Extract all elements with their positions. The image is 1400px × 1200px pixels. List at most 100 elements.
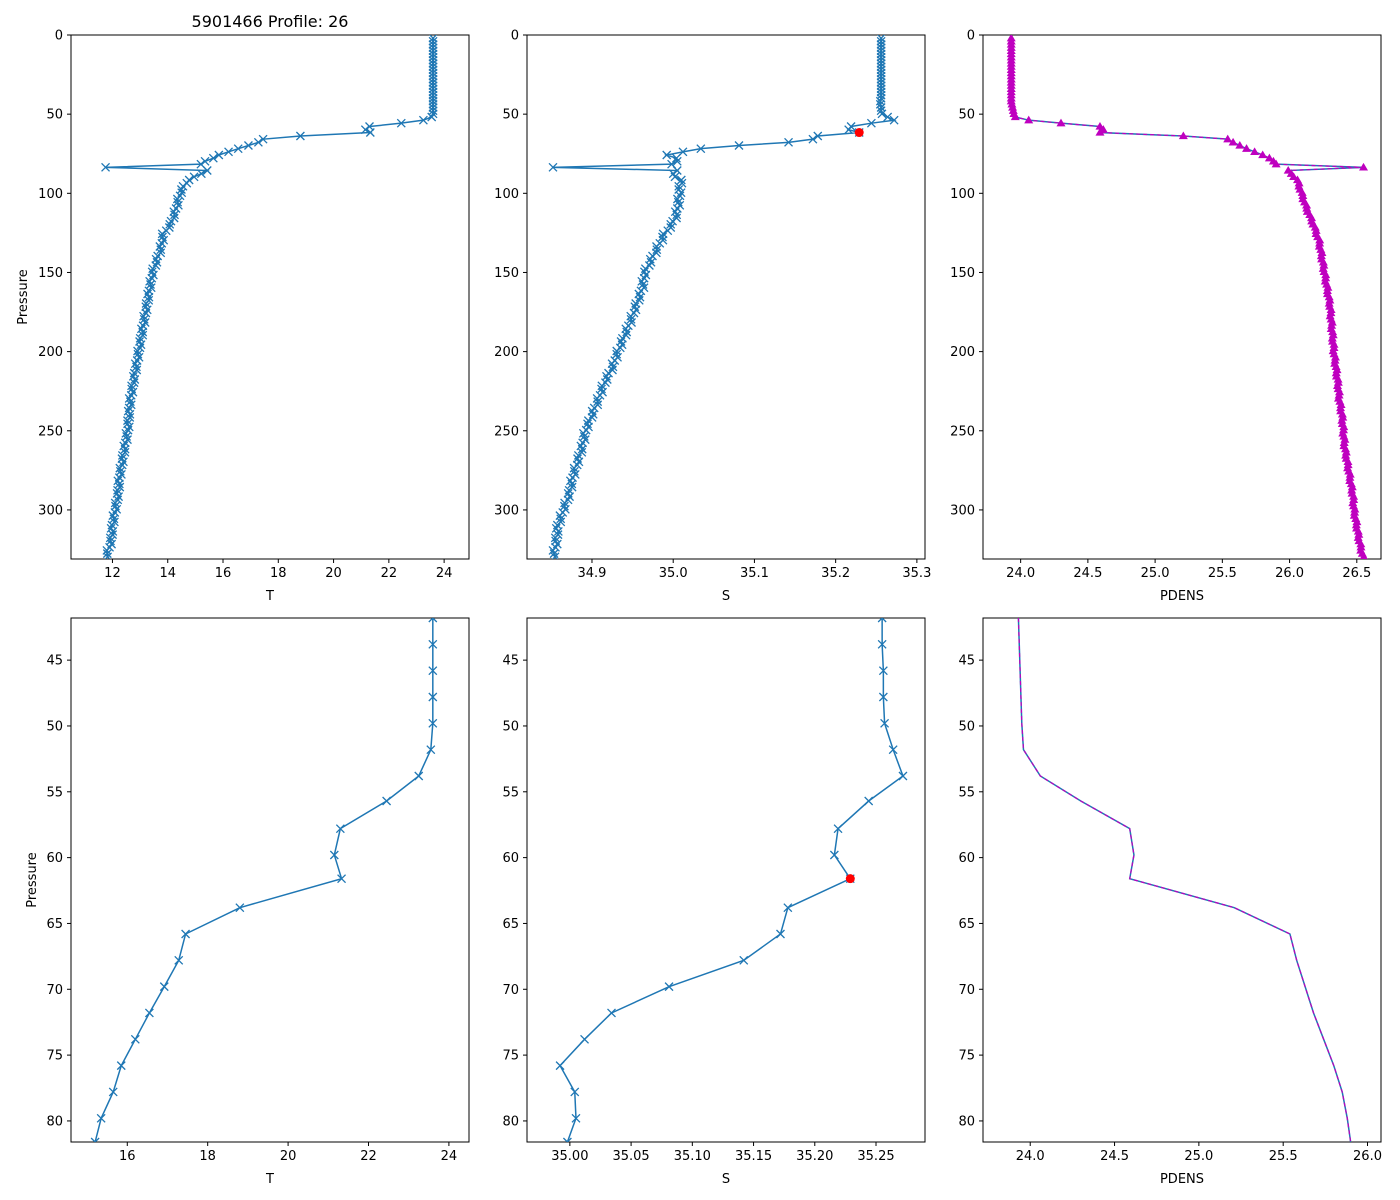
data-point-x-marker xyxy=(555,1061,565,1071)
data-point-triangle-marker xyxy=(1024,115,1034,124)
x-axis-label: PDENS xyxy=(1160,1172,1204,1187)
data-point-x-marker xyxy=(672,210,682,220)
data-point-x-marker xyxy=(877,109,887,119)
x-tick-label: 24.5 xyxy=(1073,566,1102,581)
x-tick-label: 26.5 xyxy=(1342,566,1371,581)
y-tick-label: 45 xyxy=(502,654,519,669)
data-point-x-marker xyxy=(131,362,141,372)
data-point-x-marker xyxy=(428,55,438,65)
data-point-x-marker xyxy=(90,1137,100,1142)
highlight-point xyxy=(854,128,864,138)
data-point-x-marker xyxy=(553,526,563,536)
x-tick-label: 24 xyxy=(441,1149,458,1164)
data-point-x-marker xyxy=(427,112,437,122)
data-point-x-marker xyxy=(696,144,706,154)
data-point-x-marker xyxy=(109,514,119,524)
data-point-x-marker xyxy=(170,210,179,220)
data-point-triangle-marker xyxy=(1334,390,1344,399)
data-point-x-marker xyxy=(876,74,886,84)
series-line xyxy=(94,618,434,1142)
data-point-x-marker xyxy=(428,62,438,72)
data-point-x-marker xyxy=(864,796,874,806)
data-point-x-marker xyxy=(739,955,749,965)
data-point-triangle-marker xyxy=(1289,172,1299,180)
data-point-x-marker xyxy=(426,745,436,755)
x-tick-label: 18 xyxy=(270,566,287,581)
data-point-x-marker xyxy=(428,36,438,46)
data-point-x-marker xyxy=(428,78,438,87)
data-point-x-marker xyxy=(428,99,438,109)
data-point-x-marker xyxy=(833,824,843,834)
x-tick-label: 16 xyxy=(119,1149,136,1164)
y-tick-label: 0 xyxy=(511,29,519,44)
data-point-x-marker xyxy=(428,71,438,81)
figure-title: 5901466 Profile: 26 xyxy=(192,12,349,31)
data-point-x-marker xyxy=(125,409,135,419)
data-point-x-marker xyxy=(877,618,887,623)
data-point-x-marker xyxy=(878,692,888,702)
data-point-x-marker xyxy=(670,172,680,182)
x-tick-label: 35.10 xyxy=(674,1149,711,1164)
data-point-x-marker xyxy=(159,982,169,992)
y-tick-label: 75 xyxy=(958,1049,975,1064)
data-point-triangle-marker xyxy=(1258,150,1268,159)
data-point-triangle-marker xyxy=(1347,485,1357,494)
data-point-x-marker xyxy=(202,166,212,175)
data-point-x-marker xyxy=(548,162,558,172)
data-point-x-marker xyxy=(676,188,686,198)
x-axis-label: S xyxy=(722,589,730,604)
data-point-x-marker xyxy=(295,131,305,141)
y-tick-label: 70 xyxy=(958,983,975,998)
data-point-x-marker xyxy=(214,150,224,160)
data-point-x-marker xyxy=(876,68,886,78)
data-point-x-marker xyxy=(174,955,184,965)
x-tick-label: 25.5 xyxy=(1208,566,1237,581)
data-point-x-marker xyxy=(608,362,618,372)
data-point-x-marker xyxy=(635,292,645,302)
data-point-x-marker xyxy=(396,118,406,128)
data-point-x-marker xyxy=(124,394,134,403)
data-point-triangle-marker xyxy=(1317,248,1327,256)
data-point-x-marker xyxy=(96,1113,106,1123)
y-tick-label: 70 xyxy=(46,983,63,998)
plot-area xyxy=(548,35,899,559)
x-tick-label: 16 xyxy=(215,566,232,581)
panel-bottom-temperature: 16 18 20 22 24 45 50 55 60 65 70 75 80 T Pressure xyxy=(25,617,470,1187)
highlight-point xyxy=(845,874,855,884)
data-point-x-marker xyxy=(676,175,686,185)
data-point-x-marker xyxy=(138,327,148,337)
x-tick-label: 22 xyxy=(381,566,398,581)
data-point-x-marker xyxy=(103,552,113,559)
data-point-x-marker xyxy=(612,349,622,359)
axes-frame xyxy=(70,34,470,560)
x-tick-label: 12 xyxy=(104,566,121,581)
data-point-x-marker xyxy=(428,96,438,106)
y-tick-label: 300 xyxy=(950,503,975,518)
data-point-x-marker xyxy=(428,81,438,91)
data-point-triangle-marker xyxy=(1318,257,1328,266)
data-point-x-marker xyxy=(674,181,684,191)
data-point-x-marker xyxy=(335,824,345,834)
data-point-x-marker xyxy=(428,666,438,676)
data-point-x-marker xyxy=(365,128,375,137)
data-point-x-marker xyxy=(876,87,886,97)
data-point-x-marker xyxy=(866,118,876,128)
y-axis-label: Pressure xyxy=(25,852,40,908)
data-point-triangle-marker xyxy=(1056,118,1066,127)
data-point-x-marker xyxy=(876,43,886,53)
data-point-x-marker xyxy=(428,40,438,49)
axes-frame xyxy=(70,617,470,1143)
data-point-triangle-marker xyxy=(1352,517,1362,526)
data-point-x-marker xyxy=(570,1087,580,1097)
data-point-x-marker xyxy=(813,131,823,141)
y-tick-label: 200 xyxy=(38,345,63,360)
x-tick-label: 24.0 xyxy=(1006,566,1035,581)
data-point-triangle-marker xyxy=(1319,260,1329,269)
data-point-triangle-marker xyxy=(1341,450,1351,459)
data-point-triangle-marker xyxy=(1242,144,1252,152)
data-point-triangle-marker xyxy=(1006,96,1016,105)
data-point-x-marker xyxy=(161,226,171,236)
data-point-x-marker xyxy=(876,40,886,49)
data-point-x-marker xyxy=(360,125,370,135)
data-point-x-marker xyxy=(876,36,886,46)
